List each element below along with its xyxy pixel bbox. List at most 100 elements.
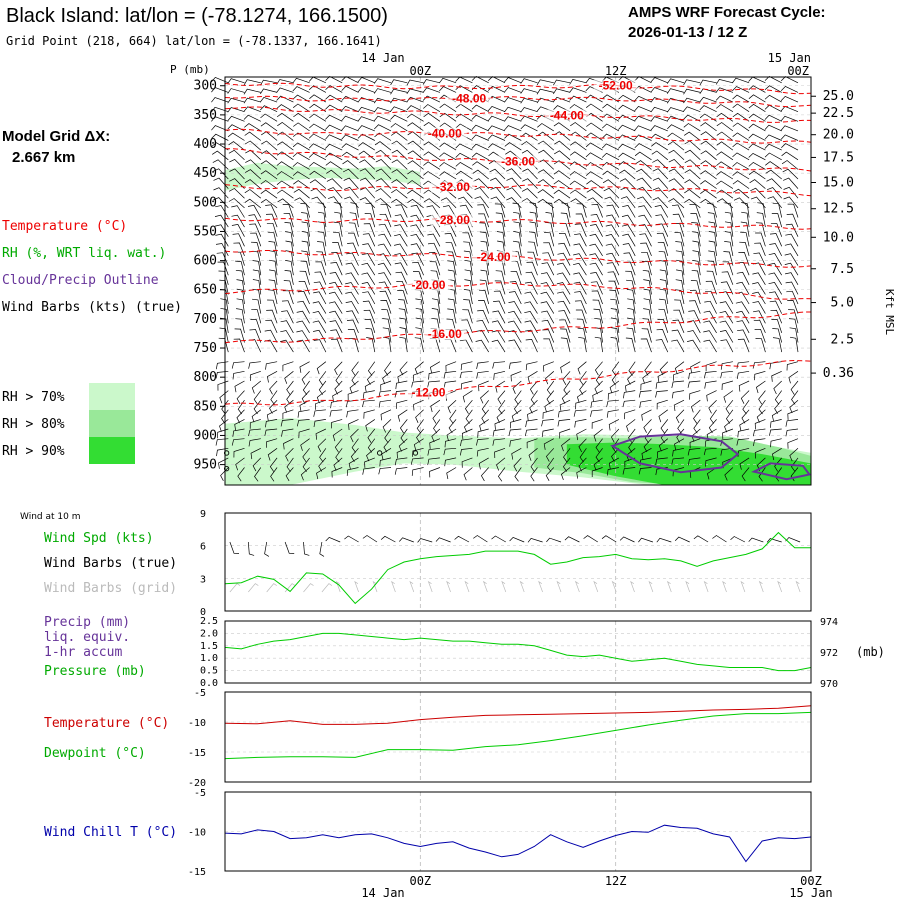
wind-speed-legend: Wind Spd (kts) [44, 531, 154, 546]
upper-barb-1397 [687, 447, 701, 456]
upper-barb-1359 [658, 438, 669, 452]
upper-barb-997 [626, 327, 636, 343]
upper-barb-454 [569, 189, 587, 199]
upper-barb-1254 [709, 409, 717, 424]
upper-barb-1266 [313, 419, 326, 428]
temp-label-bg-9 [422, 328, 467, 341]
upper-barb-698 [446, 251, 457, 266]
upper-barb-218 [244, 131, 262, 141]
upper-barb-742 [573, 262, 587, 276]
upper-barb-836 [345, 291, 359, 305]
upper-barb-899 [787, 300, 799, 314]
upper-barb-40 [276, 87, 294, 93]
h-tick-label-10: 0.36 [823, 366, 854, 381]
legend-temperature: Temperature (°C) [2, 219, 127, 234]
upper-barb-93 [552, 96, 571, 103]
xs-gridlines [225, 77, 811, 485]
upper-barb-831 [267, 289, 278, 305]
upper-barb-274 [569, 141, 587, 151]
temp-label-bg-8 [406, 278, 451, 291]
bottom-time-2: 00Z [800, 874, 822, 888]
upper-barb-388 [668, 168, 685, 180]
upper-barb-835 [328, 291, 343, 305]
upper-barb-84 [406, 96, 424, 103]
upper-barb-770 [447, 269, 457, 285]
upper-barb-1081 [232, 370, 245, 380]
rh-70-swatch [89, 383, 135, 410]
upper-barb-7 [325, 75, 343, 84]
upper-barb-160 [471, 114, 489, 122]
upper-barb-66 [699, 88, 717, 94]
upper-barb-288 [212, 150, 229, 161]
upper-barb-169 [618, 114, 636, 122]
upper-barb-973 [234, 328, 245, 343]
upper-barb-190 [374, 124, 392, 132]
upper-barb-494 [636, 196, 652, 209]
upper-barb-1207 [529, 399, 538, 414]
upper-barb-625 [427, 233, 441, 247]
upper-barb-686 [251, 250, 262, 266]
upper-barb-629 [496, 231, 506, 247]
upper-barb-1272 [416, 419, 424, 434]
upper-barb-1384 [476, 447, 489, 457]
upper-barb-43 [325, 85, 343, 93]
upper-barb-1072 [674, 361, 685, 375]
upper-barb-692 [346, 252, 359, 266]
upper-barb-1235 [397, 409, 408, 422]
upper-barb-1389 [563, 448, 571, 463]
upper-barb-661 [427, 242, 441, 257]
sfc-barb-14 [473, 535, 488, 543]
upper-barb-490 [570, 198, 587, 209]
upper-barb-474 [311, 196, 327, 209]
upper-barb-802 [378, 281, 392, 295]
upper-barb-1223 [789, 399, 799, 414]
upper-barb-523 [529, 202, 538, 218]
upper-barb-1407 [269, 457, 278, 472]
upper-barb-179 [780, 115, 799, 122]
upper-barb-642 [708, 231, 717, 247]
upper-barb-767 [395, 271, 408, 285]
upper-barb-156 [406, 113, 424, 122]
grid-barb-14 [482, 580, 488, 593]
upper-barb-476 [344, 196, 359, 209]
upper-barb-334 [375, 158, 392, 170]
upper-barb-470 [244, 198, 262, 209]
upper-barb-416 [537, 179, 555, 189]
upper-barb-421 [619, 178, 636, 189]
upper-barb-1341 [367, 438, 376, 453]
upper-barb-867 [267, 299, 278, 314]
temp-contour-9 [224, 311, 812, 344]
upper-barb-371 [391, 169, 408, 180]
upper-barb-1243 [527, 409, 538, 421]
upper-barb-706 [573, 253, 587, 266]
upper-barb-883 [524, 301, 538, 314]
upper-wind-barbs [211, 75, 799, 482]
upper-barb-1294 [770, 419, 782, 428]
upper-barb-381 [553, 170, 571, 180]
sfc-barb-23 [638, 537, 654, 543]
cloud-outline-1 [751, 462, 812, 481]
grid-barb-18 [556, 580, 562, 593]
upper-barb-1187 [791, 390, 799, 405]
upper-barb-1391 [595, 448, 603, 463]
upper-barb-189 [357, 125, 375, 132]
upper-barb-1256 [741, 409, 750, 424]
upper-barb-491 [587, 197, 603, 209]
upper-barb-379 [522, 168, 538, 180]
upper-barb-406 [375, 178, 392, 189]
upper-barb-488 [537, 198, 555, 209]
upper-barb-42 [308, 85, 327, 93]
upper-barb-1301 [298, 428, 310, 439]
p-tick-label-900: 900 [194, 428, 217, 443]
upper-barb-489 [553, 198, 571, 209]
upper-barb-567 [655, 214, 669, 228]
upper-barb-150 [309, 113, 327, 122]
upper-barb-425 [684, 179, 701, 189]
upper-barb-141 [748, 103, 766, 112]
upper-barb-57 [553, 88, 571, 95]
upper-barb-615 [267, 231, 278, 247]
upper-barb-635 [589, 233, 603, 247]
grid-barb-2 [266, 583, 277, 593]
upper-barb-206 [634, 125, 652, 132]
wind-tick-9: 9 [200, 509, 206, 520]
